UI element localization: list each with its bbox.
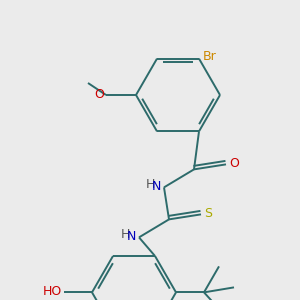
Text: S: S [204, 207, 212, 220]
Text: H: H [120, 228, 130, 241]
Text: N: N [152, 180, 161, 193]
Text: Br: Br [203, 50, 217, 63]
Text: O: O [94, 88, 104, 100]
Text: N: N [127, 230, 136, 243]
Text: HO: HO [43, 285, 62, 298]
Text: H: H [145, 178, 155, 191]
Text: O: O [229, 157, 239, 170]
